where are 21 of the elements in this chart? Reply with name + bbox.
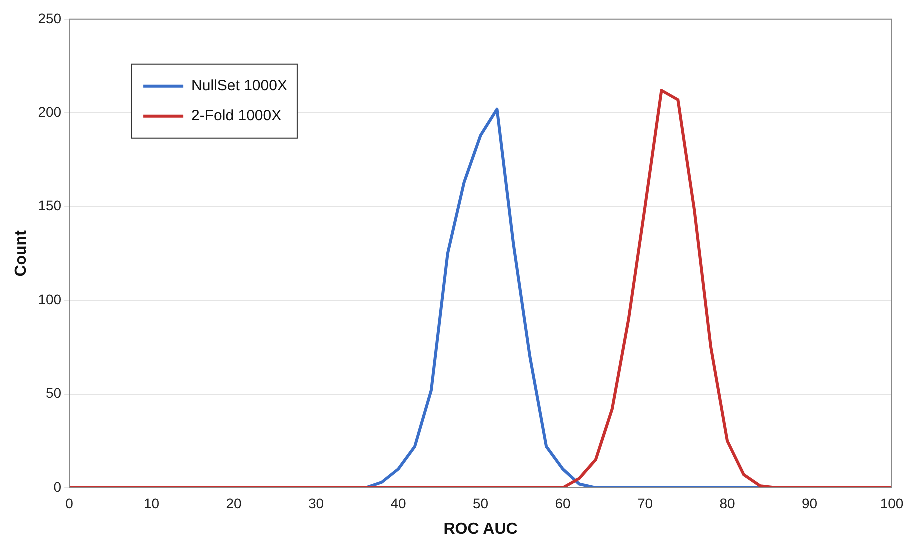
y-tick-label: 150 [38,198,62,214]
x-tick-label: 80 [720,495,736,512]
x-tick-label: 60 [555,495,572,512]
x-tick-label: 20 [226,495,242,512]
x-tick-label: 90 [802,495,818,512]
y-tick-label: 50 [46,385,62,402]
x-tick-label: 70 [637,495,654,512]
y-axis-title: Count [13,230,30,277]
x-tick-label: 0 [66,495,74,512]
legend-label: 2-Fold 1000X [192,108,282,125]
y-tick-label: 200 [38,104,62,120]
y-tick-label: 250 [38,10,62,26]
y-tick-label: 100 [38,291,62,308]
x-tick-label: 30 [308,495,324,512]
y-tick-label: 0 [54,478,62,495]
x-tick-label: 40 [390,495,407,512]
x-tick-label: 10 [144,495,160,512]
x-axis-title: ROC AUC [444,520,518,538]
legend-label: NullSet 1000X [192,78,288,95]
x-tick-label: 100 [880,495,904,512]
x-tick-label: 50 [472,495,489,512]
